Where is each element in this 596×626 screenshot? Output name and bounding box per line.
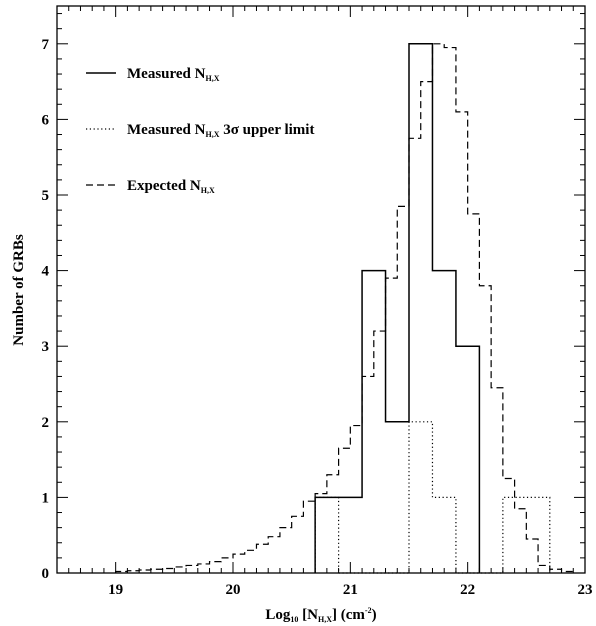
legend-label: Measured NH,X 3σ upper limit — [127, 122, 314, 139]
legend-label: Measured NH,X — [127, 66, 220, 83]
legend-label: Expected NH,X — [127, 178, 215, 195]
plot-frame — [56, 5, 586, 574]
y-tick-label: 5 — [42, 188, 50, 204]
x-tick-label: 23 — [578, 582, 593, 598]
x-tick-label: 21 — [343, 582, 358, 598]
y-tick-label: 6 — [42, 112, 50, 128]
y-tick-label: 3 — [42, 339, 50, 355]
legend: Measured NH,X Measured NH,X 3σ upper limi… — [86, 66, 314, 195]
x-tick-label: 22 — [460, 582, 475, 598]
histogram-solid — [314, 43, 481, 573]
y-tick-label: 4 — [42, 264, 50, 280]
axis-titles: Log10 [NH,X] (cm-2) Number of GRBs — [11, 234, 377, 624]
histogram-series — [115, 43, 574, 574]
x-tick-label: 20 — [226, 582, 241, 598]
histogram-dashed — [115, 43, 574, 573]
x-axis-title: Log10 [NH,X] (cm-2) — [265, 606, 376, 624]
y-tick-label: 2 — [42, 415, 50, 431]
y-axis-title: Number of GRBs — [11, 234, 27, 346]
x-tick-label: 19 — [108, 582, 123, 598]
y-tick-label: 7 — [42, 37, 50, 53]
y-tick-label: 1 — [42, 490, 50, 506]
y-tick-label: 0 — [42, 566, 50, 582]
